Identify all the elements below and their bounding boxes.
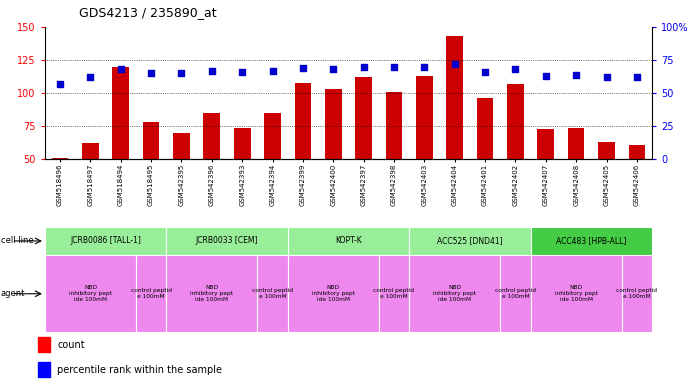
Point — [267, 68, 278, 74]
Bar — [568, 127, 584, 159]
Bar — [409, 227, 531, 255]
Bar — [173, 133, 190, 159]
Text: GDS4213 / 235890_at: GDS4213 / 235890_at — [79, 6, 217, 19]
Point — [206, 68, 217, 74]
Bar — [257, 255, 288, 332]
Bar — [38, 362, 50, 377]
Text: percentile rank within the sample: percentile rank within the sample — [57, 364, 222, 375]
Point — [449, 61, 460, 67]
Bar — [38, 337, 50, 352]
Bar — [379, 255, 409, 332]
Bar — [295, 83, 311, 159]
Bar — [234, 127, 250, 159]
Point — [540, 73, 551, 79]
Text: agent: agent — [1, 289, 25, 298]
Point — [85, 74, 96, 80]
Bar — [598, 142, 615, 159]
Bar — [264, 113, 281, 159]
Text: control peptid
e 100mM: control peptid e 100mM — [130, 288, 172, 299]
Bar — [386, 92, 402, 159]
Bar — [500, 255, 531, 332]
Bar — [409, 255, 500, 332]
Bar — [45, 227, 166, 255]
Bar — [507, 84, 524, 159]
Bar — [288, 227, 409, 255]
Bar — [629, 145, 645, 159]
Point — [237, 69, 248, 75]
Text: KOPT-K: KOPT-K — [335, 237, 362, 245]
Bar — [446, 36, 463, 159]
Point — [480, 69, 491, 75]
Bar — [477, 98, 493, 159]
Point — [297, 65, 308, 71]
Bar — [416, 76, 433, 159]
Text: control peptid
e 100mM: control peptid e 100mM — [616, 288, 658, 299]
Bar — [136, 255, 166, 332]
Point — [510, 66, 521, 72]
Point — [419, 64, 430, 70]
Bar — [143, 122, 159, 159]
Bar — [204, 113, 220, 159]
Bar — [82, 144, 99, 159]
Bar — [622, 255, 652, 332]
Text: NBD
inhibitory pept
ide 100mM: NBD inhibitory pept ide 100mM — [312, 285, 355, 302]
Point — [115, 66, 126, 72]
Text: control peptid
e 100mM: control peptid e 100mM — [252, 288, 293, 299]
Bar — [538, 129, 554, 159]
Text: JCRB0033 [CEM]: JCRB0033 [CEM] — [196, 237, 258, 245]
Point — [55, 81, 66, 87]
Text: ACC525 [DND41]: ACC525 [DND41] — [437, 237, 503, 245]
Bar — [45, 255, 136, 332]
Bar — [288, 255, 379, 332]
Bar — [355, 77, 372, 159]
Bar — [325, 89, 342, 159]
Bar — [166, 255, 257, 332]
Text: NBD
inhibitory pept
ide 100mM: NBD inhibitory pept ide 100mM — [190, 285, 233, 302]
Point — [388, 64, 400, 70]
Bar — [531, 227, 652, 255]
Point — [328, 66, 339, 72]
Bar — [112, 67, 129, 159]
Bar — [52, 158, 68, 159]
Text: ACC483 [HPB-ALL]: ACC483 [HPB-ALL] — [556, 237, 627, 245]
Bar — [531, 255, 622, 332]
Point — [146, 70, 157, 76]
Point — [176, 70, 187, 76]
Text: cell line: cell line — [1, 237, 33, 245]
Text: JCRB0086 [TALL-1]: JCRB0086 [TALL-1] — [70, 237, 141, 245]
Text: NBD
inhibitory pept
ide 100mM: NBD inhibitory pept ide 100mM — [555, 285, 598, 302]
Text: NBD
inhibitory pept
ide 100mM: NBD inhibitory pept ide 100mM — [69, 285, 112, 302]
Point — [601, 74, 612, 80]
Point — [631, 74, 642, 80]
Text: control peptid
e 100mM: control peptid e 100mM — [495, 288, 536, 299]
Text: NBD
inhibitory pept
ide 100mM: NBD inhibitory pept ide 100mM — [433, 285, 476, 302]
Bar — [166, 227, 288, 255]
Point — [358, 64, 369, 70]
Text: count: count — [57, 339, 85, 350]
Point — [571, 71, 582, 78]
Text: control peptid
e 100mM: control peptid e 100mM — [373, 288, 415, 299]
